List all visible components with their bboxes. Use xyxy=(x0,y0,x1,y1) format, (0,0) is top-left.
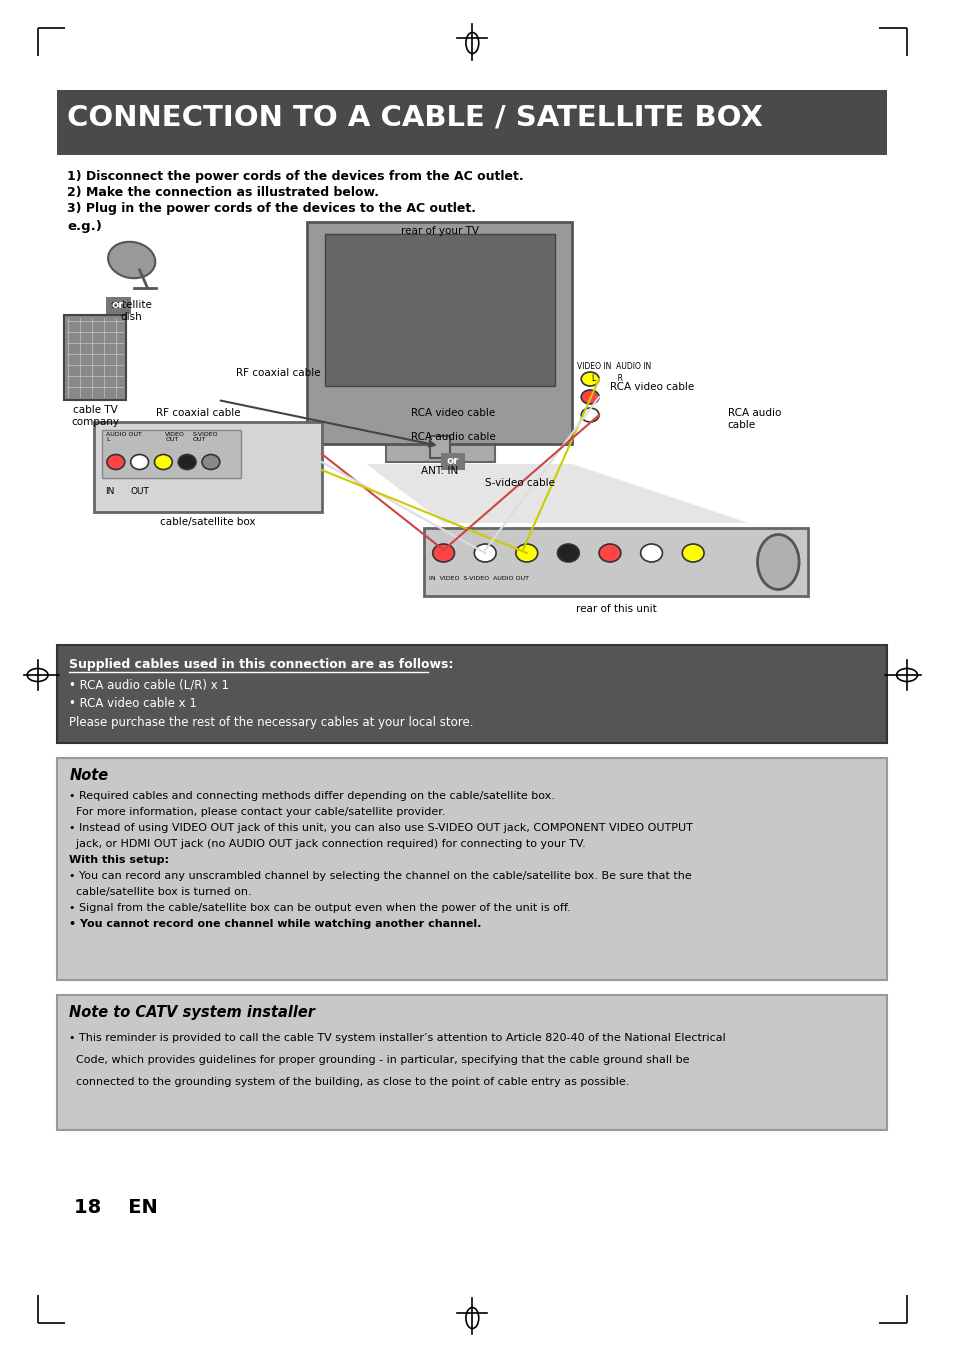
Text: • RCA audio cable (L/R) x 1: • RCA audio cable (L/R) x 1 xyxy=(70,678,229,690)
Ellipse shape xyxy=(580,372,598,386)
Ellipse shape xyxy=(580,408,598,422)
Text: S-video cable: S-video cable xyxy=(485,478,555,488)
FancyBboxPatch shape xyxy=(106,297,131,313)
Ellipse shape xyxy=(681,544,703,562)
Text: • Signal from the cable/satellite box can be output even when the power of the u: • Signal from the cable/satellite box ca… xyxy=(70,902,571,913)
Text: or: or xyxy=(446,457,458,466)
Text: Supplied cables used in this connection are as follows:: Supplied cables used in this connection … xyxy=(70,658,454,671)
Text: e.g.): e.g.) xyxy=(68,220,102,232)
Ellipse shape xyxy=(154,454,172,470)
Ellipse shape xyxy=(640,544,661,562)
FancyBboxPatch shape xyxy=(102,430,240,478)
Text: With this setup:: With this setup: xyxy=(70,855,169,865)
Text: RF coaxial cable: RF coaxial cable xyxy=(156,408,241,417)
FancyBboxPatch shape xyxy=(429,436,449,458)
Ellipse shape xyxy=(580,390,598,404)
Text: • You can record any unscrambled channel by selecting the channel on the cable/s: • You can record any unscrambled channel… xyxy=(70,871,691,881)
FancyBboxPatch shape xyxy=(57,758,886,979)
Text: OUT: OUT xyxy=(165,436,178,442)
Text: VIDEO IN  AUDIO IN: VIDEO IN AUDIO IN xyxy=(577,362,651,372)
Text: • Instead of using VIDEO OUT jack of this unit, you can also use S-VIDEO OUT jac: • Instead of using VIDEO OUT jack of thi… xyxy=(70,823,693,834)
FancyBboxPatch shape xyxy=(386,444,495,462)
Text: 2) Make the connection as illustrated below.: 2) Make the connection as illustrated be… xyxy=(68,186,379,199)
Text: RCA audio cable: RCA audio cable xyxy=(411,432,496,442)
FancyBboxPatch shape xyxy=(440,453,465,470)
Polygon shape xyxy=(366,463,748,523)
FancyBboxPatch shape xyxy=(423,528,807,596)
Text: L         R: L R xyxy=(592,374,622,382)
Text: For more information, please contact your cable/satellite provider.: For more information, please contact you… xyxy=(70,807,445,817)
Ellipse shape xyxy=(178,454,196,470)
Text: cable/satellite box is turned on.: cable/satellite box is turned on. xyxy=(70,888,252,897)
Text: • RCA video cable x 1: • RCA video cable x 1 xyxy=(70,697,197,711)
Text: IN  VIDEO  S-VIDEO  AUDIO OUT: IN VIDEO S-VIDEO AUDIO OUT xyxy=(428,576,528,581)
Text: Code, which provides guidelines for proper grounding - in particular, specifying: Code, which provides guidelines for prop… xyxy=(70,1055,689,1065)
Text: CONNECTION TO A CABLE / SATELLITE BOX: CONNECTION TO A CABLE / SATELLITE BOX xyxy=(68,103,762,131)
Text: RCA audio
cable: RCA audio cable xyxy=(727,408,781,430)
Text: AUDIO OUT: AUDIO OUT xyxy=(106,432,142,436)
FancyBboxPatch shape xyxy=(324,234,554,386)
Text: cable TV
company: cable TV company xyxy=(71,405,119,427)
Text: 1) Disconnect the power cords of the devices from the AC outlet.: 1) Disconnect the power cords of the dev… xyxy=(68,170,523,182)
Ellipse shape xyxy=(108,242,155,278)
Text: • Required cables and connecting methods differ depending on the cable/satellite: • Required cables and connecting methods… xyxy=(70,790,555,801)
Ellipse shape xyxy=(202,454,219,470)
Ellipse shape xyxy=(474,544,496,562)
Text: rear of this unit: rear of this unit xyxy=(575,604,656,613)
Text: VIDEO: VIDEO xyxy=(165,432,185,436)
Text: or: or xyxy=(112,300,124,309)
Text: IN: IN xyxy=(105,486,114,496)
Text: 3) Plug in the power cords of the devices to the AC outlet.: 3) Plug in the power cords of the device… xyxy=(68,203,476,215)
Text: RF coaxial cable: RF coaxial cable xyxy=(235,367,320,378)
Text: connected to the grounding system of the building, as close to the point of cabl: connected to the grounding system of the… xyxy=(70,1077,629,1088)
Ellipse shape xyxy=(557,544,578,562)
Text: satellite
dish: satellite dish xyxy=(111,300,152,322)
Text: cable/satellite box: cable/satellite box xyxy=(160,517,255,527)
Ellipse shape xyxy=(433,544,454,562)
Text: Note: Note xyxy=(70,767,109,784)
Ellipse shape xyxy=(131,454,149,470)
FancyBboxPatch shape xyxy=(64,315,126,400)
Text: rear of your TV: rear of your TV xyxy=(400,226,478,236)
FancyBboxPatch shape xyxy=(57,994,886,1129)
Text: • You cannot record one channel while watching another channel.: • You cannot record one channel while wa… xyxy=(70,919,481,929)
Text: L: L xyxy=(106,436,110,442)
Text: RCA video cable: RCA video cable xyxy=(609,382,694,392)
Ellipse shape xyxy=(516,544,537,562)
Text: OUT: OUT xyxy=(130,486,149,496)
Text: ANT. IN: ANT. IN xyxy=(420,466,457,476)
FancyBboxPatch shape xyxy=(307,222,572,444)
Text: Please purchase the rest of the necessary cables at your local store.: Please purchase the rest of the necessar… xyxy=(70,716,474,730)
Ellipse shape xyxy=(757,535,799,589)
Text: OUT: OUT xyxy=(193,436,206,442)
Text: jack, or HDMI OUT jack (no AUDIO OUT jack connection required) for connecting to: jack, or HDMI OUT jack (no AUDIO OUT jac… xyxy=(70,839,585,848)
FancyBboxPatch shape xyxy=(57,644,886,743)
Ellipse shape xyxy=(107,454,125,470)
Ellipse shape xyxy=(598,544,620,562)
Text: RCA video cable: RCA video cable xyxy=(411,408,495,417)
Text: • This reminder is provided to call the cable TV system installer’s attention to: • This reminder is provided to call the … xyxy=(70,1034,725,1043)
FancyBboxPatch shape xyxy=(94,422,321,512)
FancyBboxPatch shape xyxy=(57,91,886,155)
Text: S-VIDEO: S-VIDEO xyxy=(193,432,218,436)
Text: 18    EN: 18 EN xyxy=(74,1198,158,1217)
Text: Note to CATV system installer: Note to CATV system installer xyxy=(70,1005,315,1020)
